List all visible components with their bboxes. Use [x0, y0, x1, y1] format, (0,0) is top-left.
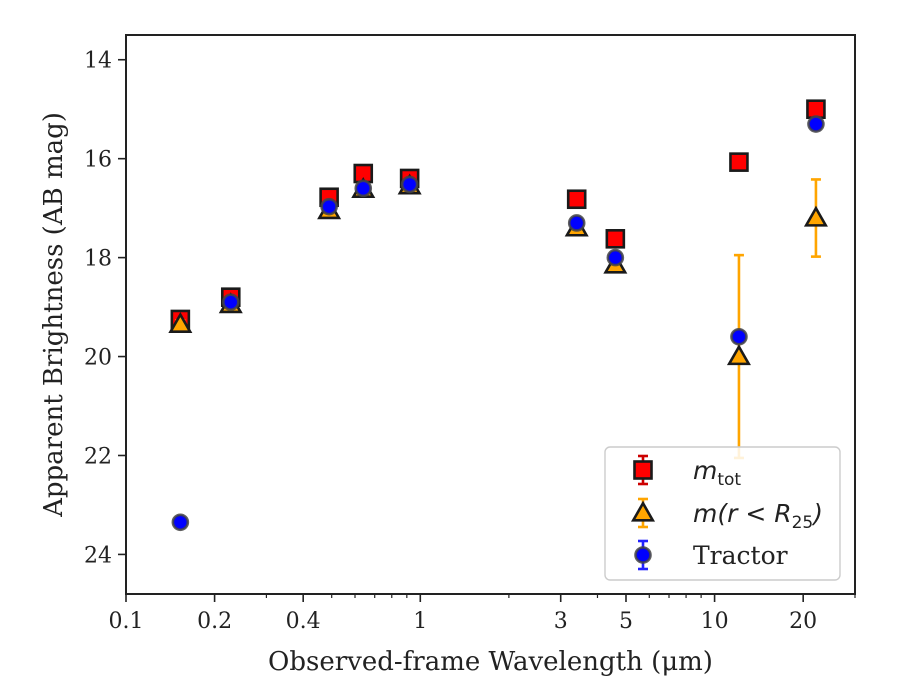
- legend-entry: m(r < R25): [630, 497, 823, 533]
- data-point-circle: [730, 327, 748, 346]
- data-point-circle: [354, 179, 373, 198]
- data-point-square: [605, 229, 626, 249]
- series-square: [170, 99, 826, 330]
- legend-marker-triangle: [630, 500, 656, 522]
- y-tick-label: 22: [84, 444, 112, 469]
- legend-label: mtot: [693, 456, 741, 490]
- y-tick-label: 16: [84, 148, 112, 173]
- data-point-triangle: [168, 311, 193, 334]
- y-tick-label: 18: [84, 247, 112, 272]
- y-tick-label: 24: [84, 543, 112, 568]
- x-tick-label: 3: [554, 609, 568, 634]
- y-tick-label: 14: [84, 49, 112, 74]
- x-tick-label: 0.1: [109, 609, 144, 634]
- data-point-circle: [320, 197, 338, 216]
- data-point-circle: [221, 293, 240, 311]
- data-point-square: [806, 99, 826, 120]
- data-point-circle: [606, 248, 625, 267]
- data-point-square: [566, 189, 587, 210]
- legend-label: Tractor: [693, 541, 788, 570]
- series-circle: [171, 115, 825, 532]
- x-tick-label: 0.2: [197, 609, 232, 634]
- legend-marker-square: [633, 460, 653, 480]
- plot-frame: [125, 34, 856, 595]
- legend-entry: Tractor: [634, 539, 788, 571]
- x-tick-label: 10: [701, 609, 729, 634]
- x-tick-label: 20: [789, 609, 817, 634]
- legend-box: [604, 446, 841, 581]
- legend-entry: mtot: [633, 454, 741, 490]
- data-point-triangle: [726, 344, 751, 366]
- legend-marker-circle: [634, 546, 652, 564]
- x-tick-label: 1: [413, 609, 427, 634]
- legend-label: m(r < R25): [693, 499, 823, 533]
- data-point-circle: [171, 513, 190, 532]
- x-tick-label: 0.4: [286, 609, 321, 634]
- data-point-square: [729, 152, 749, 172]
- legend: mtot m(r < R25) Tractor: [604, 446, 841, 581]
- x-axis-label: Observed-frame Wavelength (μm): [268, 647, 713, 677]
- data-point-triangle: [803, 205, 828, 227]
- series-triangle: [168, 173, 828, 460]
- y-tick-label: 20: [84, 346, 112, 371]
- data-point-circle: [807, 115, 825, 133]
- data-marks: [168, 99, 828, 532]
- data-point-circle: [567, 214, 586, 232]
- y-axis-label: Apparent Brightness (AB mag): [39, 112, 69, 518]
- data-point-circle: [400, 175, 419, 194]
- x-tick-label: 5: [619, 609, 633, 634]
- axis-ticks: 0.1 0.2 0.4 1 3 5 10 20 14 16 18 20 22 24: [84, 49, 856, 634]
